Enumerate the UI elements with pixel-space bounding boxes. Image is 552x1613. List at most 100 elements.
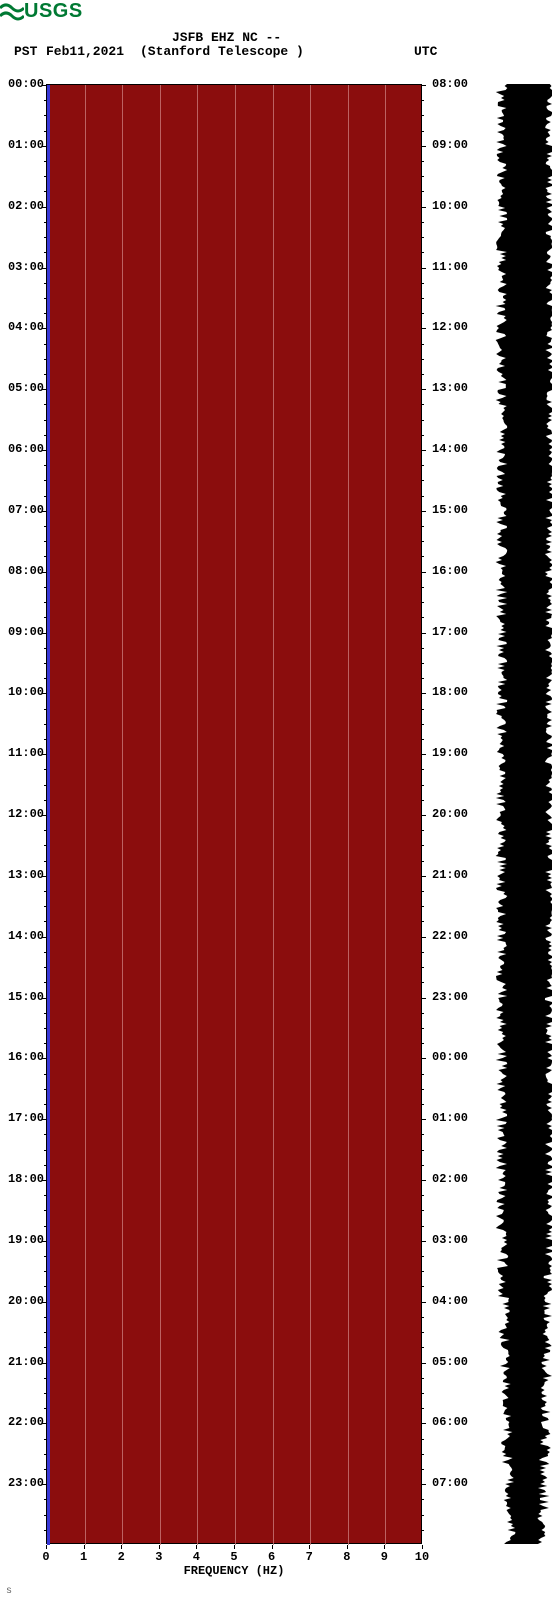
y-label-utc: 17:00 (432, 625, 468, 639)
x-tick (121, 1545, 122, 1549)
x-tick (272, 1545, 273, 1549)
y-minor-tick-right (421, 1089, 424, 1090)
y-minor-tick-left (44, 222, 47, 223)
y-minor-tick-left (44, 1013, 47, 1014)
y-minor-tick-left (44, 1286, 47, 1287)
header-date: Feb11,2021 (46, 44, 124, 59)
y-minor-tick-left (44, 602, 47, 603)
y-minor-tick-right (421, 1530, 424, 1531)
y-minor-tick-right (421, 1256, 424, 1257)
x-tick (309, 1545, 310, 1549)
vertical-gridline (310, 85, 311, 1545)
x-tick-label: 2 (118, 1550, 125, 1564)
y-minor-tick-right (421, 526, 424, 527)
y-minor-tick-right (421, 100, 424, 101)
y-minor-tick-left (44, 1347, 47, 1348)
y-minor-tick-right (421, 1439, 424, 1440)
y-minor-tick-left (44, 982, 47, 983)
y-minor-tick-left (44, 1499, 47, 1500)
x-tick-label: 0 (42, 1550, 49, 1564)
y-minor-tick-right (421, 191, 424, 192)
y-label-utc: 19:00 (432, 746, 468, 760)
y-minor-tick-right (421, 115, 424, 116)
y-label-pst: 21:00 (0, 1355, 44, 1369)
y-minor-tick-left (44, 861, 47, 862)
y-tick-right (421, 572, 426, 573)
vertical-gridline (273, 85, 274, 1545)
y-minor-tick-right (421, 785, 424, 786)
y-minor-tick-left (44, 891, 47, 892)
header-pst-label: PST (14, 44, 37, 59)
y-label-pst: 02:00 (0, 199, 44, 213)
y-tick-right (421, 815, 426, 816)
y-minor-tick-right (421, 1104, 424, 1105)
y-minor-tick-left (44, 648, 47, 649)
x-tick-label: 9 (381, 1550, 388, 1564)
y-minor-tick-left (44, 1317, 47, 1318)
y-label-utc: 21:00 (432, 868, 468, 882)
y-tick-right (421, 268, 426, 269)
y-minor-tick-right (421, 648, 424, 649)
y-minor-tick-left (44, 313, 47, 314)
y-label-utc: 14:00 (432, 442, 468, 456)
x-tick-label: 1 (80, 1550, 87, 1564)
x-tick-label: 8 (343, 1550, 350, 1564)
y-label-utc: 15:00 (432, 503, 468, 517)
y-label-pst: 04:00 (0, 320, 44, 334)
y-minor-tick-right (421, 921, 424, 922)
y-label-utc: 06:00 (432, 1415, 468, 1429)
y-minor-tick-left (44, 526, 47, 527)
y-minor-tick-left (44, 1332, 47, 1333)
y-minor-tick-right (421, 420, 424, 421)
y-minor-tick-right (421, 1515, 424, 1516)
y-minor-tick-right (421, 602, 424, 603)
y-label-utc: 02:00 (432, 1172, 468, 1186)
x-tick (422, 1545, 423, 1549)
y-label-pst: 16:00 (0, 1050, 44, 1064)
y-minor-tick-right (421, 556, 424, 557)
y-label-pst: 19:00 (0, 1233, 44, 1247)
y-label-pst: 22:00 (0, 1415, 44, 1429)
y-minor-tick-left (44, 1439, 47, 1440)
y-minor-tick-right (421, 845, 424, 846)
footer-mark: s (6, 1586, 12, 1597)
x-tick-label: 10 (415, 1550, 429, 1564)
y-minor-tick-right (421, 313, 424, 314)
y-tick-right (421, 1180, 426, 1181)
y-label-pst: 10:00 (0, 685, 44, 699)
y-minor-tick-left (44, 1469, 47, 1470)
y-minor-tick-left (44, 161, 47, 162)
y-tick-right (421, 693, 426, 694)
y-minor-tick-right (421, 724, 424, 725)
y-minor-tick-left (44, 420, 47, 421)
y-label-utc: 04:00 (432, 1294, 468, 1308)
x-tick (347, 1545, 348, 1549)
y-label-utc: 20:00 (432, 807, 468, 821)
y-minor-tick-right (421, 359, 424, 360)
y-minor-tick-left (44, 906, 47, 907)
y-minor-tick-right (421, 344, 424, 345)
spectrogram-plot (46, 84, 422, 1544)
x-tick (234, 1545, 235, 1549)
y-minor-tick-left (44, 1150, 47, 1151)
waveform-strip (484, 84, 552, 1544)
y-minor-tick-left (44, 1515, 47, 1516)
y-label-utc: 03:00 (432, 1233, 468, 1247)
y-minor-tick-left (44, 1454, 47, 1455)
y-minor-tick-right (421, 830, 424, 831)
y-minor-tick-left (44, 237, 47, 238)
y-minor-tick-left (44, 830, 47, 831)
y-minor-tick-right (421, 952, 424, 953)
y-minor-tick-right (421, 1408, 424, 1409)
y-label-pst: 05:00 (0, 381, 44, 395)
y-minor-tick-left (44, 724, 47, 725)
y-minor-tick-left (44, 678, 47, 679)
y-label-pst: 01:00 (0, 138, 44, 152)
header-utc-label: UTC (414, 44, 437, 59)
y-label-utc: 11:00 (432, 260, 468, 274)
y-minor-tick-left (44, 800, 47, 801)
y-label-utc: 16:00 (432, 564, 468, 578)
y-minor-tick-right (421, 587, 424, 588)
y-label-utc: 22:00 (432, 929, 468, 943)
waveform-svg (484, 84, 552, 1544)
